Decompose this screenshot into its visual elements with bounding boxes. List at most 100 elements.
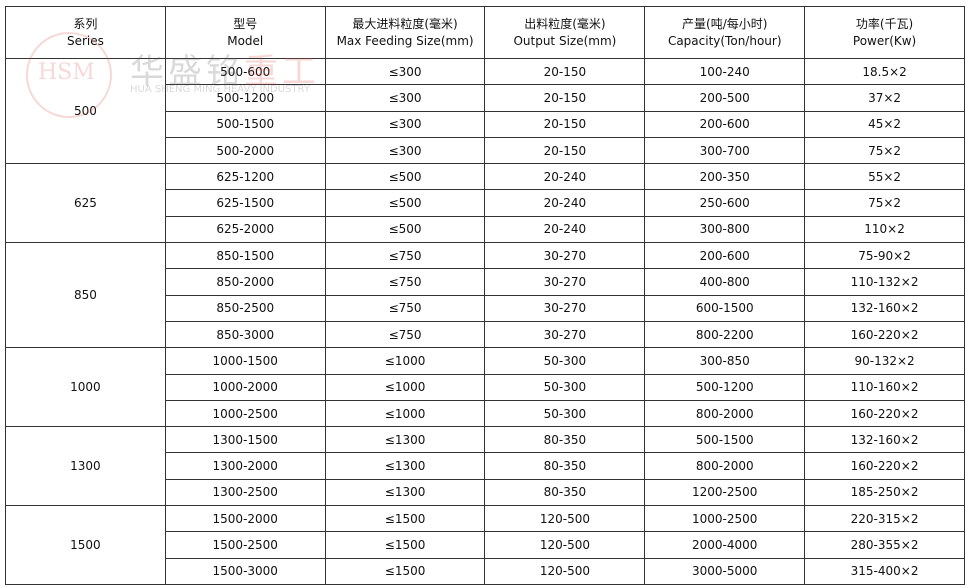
- output-size-cell: 30-270: [484, 294, 646, 322]
- table-row: 1000 1000-1500 ≤1000 50-300 300-850 90-132×2: [5, 347, 965, 428]
- output-size-cell: 30-270: [484, 320, 646, 349]
- header-en: Series: [66, 33, 104, 48]
- output-size-cell: 50-300: [484, 373, 646, 401]
- power-cell: 110-160×2: [804, 373, 965, 401]
- output-size-cell: 20-150: [484, 84, 646, 112]
- max-feeding-size-cell: ≤1000: [324, 399, 486, 428]
- table-row: 625-1500 ≤500 20-240 250-600 75×2: [6, 189, 965, 217]
- power-cell: 90-132×2: [804, 347, 965, 375]
- header-cn: 出料粒度(毫米): [524, 16, 606, 31]
- table-row: 1500 1500-2000 ≤1500 120-500 1000-2500 220-31…: [5, 505, 965, 585]
- header-en: Max Feeding Size(mm): [336, 33, 474, 48]
- table-row: 625 625-1200 ≤500 20-240 200-350 55×2: [5, 163, 965, 244]
- capacity-cell: 500-1500: [644, 426, 806, 454]
- model-cell: 850-3000: [164, 320, 326, 349]
- header-en: Power(Kw): [852, 33, 917, 48]
- power-cell: 315-400×2: [804, 557, 965, 585]
- output-size-cell: 20-150: [484, 110, 646, 138]
- table-row: 625-2000 ≤500 20-240 300-800 110×2: [6, 215, 965, 244]
- max-feeding-size-cell: ≤1500: [324, 531, 486, 559]
- max-feeding-size-cell: ≤500: [324, 163, 486, 191]
- header-max-feeding-size: 最大进料粒度(毫米) Max Feeding Size(mm): [324, 6, 486, 59]
- header-cn: 系列: [73, 16, 98, 31]
- power-cell: 75×2: [804, 136, 965, 165]
- max-feeding-size-cell: ≤300: [324, 110, 486, 138]
- header-row: 系列 Series 型号 Model 最大进料粒度(毫米) Max Feeding Siz…: [5, 6, 965, 59]
- output-size-cell: 80-350: [484, 452, 646, 480]
- output-size-cell: 80-350: [484, 426, 646, 454]
- series-cell: 625: [5, 163, 166, 244]
- capacity-cell: 250-600: [644, 189, 806, 217]
- table-row: 1300 1300-1500 ≤1300 80-350 500-1500 132-160×…: [5, 426, 965, 507]
- table-row: 500-2000 ≤300 20-150 300-700 75×2: [6, 136, 965, 165]
- header-en: Output Size(mm): [513, 33, 617, 48]
- output-size-cell: 20-240: [484, 163, 646, 191]
- model-cell: 625-1500: [164, 189, 326, 217]
- header-power: 功率(千瓦) Power(Kw): [804, 6, 965, 59]
- max-feeding-size-cell: ≤500: [324, 215, 486, 244]
- specs-table: 系列 Series 型号 Model 最大进料粒度(毫米) Max Feeding Siz…: [5, 6, 965, 585]
- header-en: Capacity(Ton/hour): [667, 33, 782, 48]
- max-feeding-size-cell: ≤1000: [324, 373, 486, 401]
- capacity-cell: 2000-4000: [644, 531, 806, 559]
- output-size-cell: 20-240: [484, 189, 646, 217]
- model-cell: 1300-2000: [164, 452, 326, 480]
- series-cell: 1500: [5, 505, 166, 585]
- output-size-cell: 20-150: [484, 57, 646, 86]
- power-cell: 160-220×2: [804, 320, 965, 349]
- model-cell: 850-2500: [164, 294, 326, 322]
- model-cell: 1300-2500: [164, 478, 326, 507]
- power-cell: 45×2: [804, 110, 965, 138]
- series-cell: 1300: [5, 426, 166, 507]
- max-feeding-size-cell: ≤750: [324, 242, 486, 270]
- model-cell: 500-1200: [164, 84, 326, 112]
- power-cell: 37×2: [804, 84, 965, 112]
- table-row: 500 500-600 ≤300 20-150 100-240 18.5×2: [5, 57, 965, 165]
- capacity-cell: 200-500: [644, 84, 806, 112]
- output-size-cell: 120-500: [484, 557, 646, 585]
- max-feeding-size-cell: ≤1300: [324, 452, 486, 480]
- series-cell: 850: [5, 242, 166, 349]
- capacity-cell: 300-700: [644, 136, 806, 165]
- max-feeding-size-cell: ≤300: [324, 57, 486, 86]
- model-cell: 1000-2500: [164, 399, 326, 428]
- capacity-cell: 300-850: [644, 347, 806, 375]
- output-size-cell: 50-300: [484, 399, 646, 428]
- capacity-cell: 1200-2500: [644, 478, 806, 507]
- model-cell: 1500-3000: [164, 557, 326, 585]
- output-size-cell: 80-350: [484, 478, 646, 507]
- model-cell: 1500-2500: [164, 531, 326, 559]
- capacity-cell: 100-240: [644, 57, 806, 86]
- power-cell: 160-220×2: [804, 452, 965, 480]
- table-row: 850-2000 ≤750 30-270 400-800 110-132×2: [6, 268, 965, 296]
- model-cell: 625-1200: [164, 163, 326, 191]
- model-cell: 500-2000: [164, 136, 326, 165]
- model-cell: 850-2000: [164, 268, 326, 296]
- capacity-cell: 3000-5000: [644, 557, 806, 585]
- capacity-cell: 400-800: [644, 268, 806, 296]
- capacity-cell: 300-800: [644, 215, 806, 244]
- model-cell: 1000-1500: [164, 347, 326, 375]
- max-feeding-size-cell: ≤500: [324, 189, 486, 217]
- header-cn: 最大进料粒度(毫米): [352, 16, 458, 31]
- power-cell: 185-250×2: [804, 478, 965, 507]
- max-feeding-size-cell: ≤300: [324, 136, 486, 165]
- series-cell: 500: [5, 57, 166, 165]
- table-row: 1300-2000 ≤1300 80-350 800-2000 160-220×2: [6, 452, 965, 480]
- output-size-cell: 20-150: [484, 136, 646, 165]
- header-cn: 产量(吨/每小时): [682, 16, 768, 31]
- capacity-cell: 200-600: [644, 242, 806, 270]
- max-feeding-size-cell: ≤300: [324, 84, 486, 112]
- power-cell: 110×2: [804, 215, 965, 244]
- power-cell: 110-132×2: [804, 268, 965, 296]
- model-cell: 1500-2000: [164, 505, 326, 533]
- series-cell: 1000: [5, 347, 166, 428]
- power-cell: 220-315×2: [804, 505, 965, 533]
- table-row: 1500-2500 ≤1500 120-500 2000-4000 280-355×2: [6, 531, 965, 559]
- capacity-cell: 800-2000: [644, 452, 806, 480]
- capacity-cell: 200-600: [644, 110, 806, 138]
- max-feeding-size-cell: ≤1500: [324, 505, 486, 533]
- max-feeding-size-cell: ≤1000: [324, 347, 486, 375]
- output-size-cell: 120-500: [484, 531, 646, 559]
- power-cell: 75×2: [804, 189, 965, 217]
